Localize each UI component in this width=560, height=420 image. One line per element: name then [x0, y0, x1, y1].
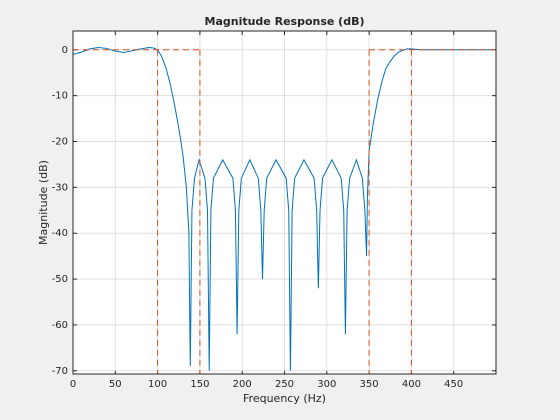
x-tick-label: 250	[275, 379, 294, 390]
y-tick-label: -30	[52, 182, 68, 193]
y-tick-label: -70	[52, 366, 68, 377]
y-tick-label: 0	[62, 45, 68, 56]
x-tick-label: 400	[402, 379, 421, 390]
x-tick-label: 450	[444, 379, 463, 390]
x-tick-label: 350	[360, 379, 379, 390]
x-tick-label: 50	[109, 379, 122, 390]
x-tick-label: 100	[148, 379, 167, 390]
x-tick-label: 150	[190, 379, 209, 390]
y-tick-label: -60	[52, 320, 68, 331]
y-tick-label: -40	[52, 228, 68, 239]
axes-box	[72, 30, 497, 375]
y-tick-label: -20	[52, 137, 68, 148]
line-series	[72, 47, 496, 371]
x-tick-label: 0	[70, 379, 76, 390]
line-series	[73, 49, 496, 374]
x-tick-label: 200	[233, 379, 252, 390]
x-axis-label: Frequency (Hz)	[243, 392, 326, 405]
chart-title: Magnitude Response (dB)	[205, 15, 365, 28]
y-tick-label: -50	[52, 274, 68, 285]
y-tick-label: -10	[52, 91, 68, 102]
x-tick-label: 300	[317, 379, 336, 390]
y-axis-label: Magnitude (dB)	[37, 160, 50, 245]
